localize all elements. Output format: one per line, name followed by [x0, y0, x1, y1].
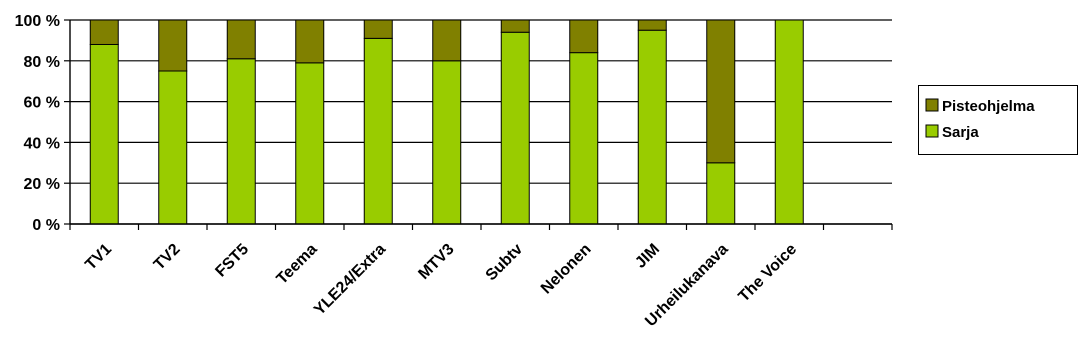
bars: [89, 19, 804, 225]
bar-segment-sarja: [500, 31, 530, 225]
x-tick-label: TV1: [82, 241, 115, 274]
x-tick-label: Nelonen: [538, 241, 595, 298]
bar-segment-pisteohjelma: [158, 19, 188, 72]
legend-label: Sarja: [942, 124, 979, 141]
bar-segment-pisteohjelma: [226, 19, 256, 60]
bar-segment-pisteohjelma: [500, 19, 530, 33]
y-tick-label: 100 %: [15, 13, 60, 30]
y-tick-label: 0 %: [32, 217, 60, 234]
legend-label: Pisteohjelma: [942, 98, 1035, 115]
bar-segment-sarja: [706, 162, 736, 225]
bar-segment-sarja: [637, 29, 667, 225]
bar-segment-pisteohjelma: [637, 19, 667, 31]
y-tick-label: 80 %: [24, 54, 60, 71]
bar-segment-pisteohjelma: [363, 19, 393, 39]
bar-segment-pisteohjelma: [706, 19, 736, 164]
bar-segment-pisteohjelma: [432, 19, 462, 62]
bar-segment-sarja: [774, 19, 804, 225]
legend-box: [918, 85, 1078, 155]
y-tick-label: 40 %: [24, 135, 60, 152]
x-tick-label: The Voice: [735, 241, 800, 306]
legend-swatch: [925, 124, 939, 138]
x-tick-label: TV2: [151, 241, 184, 274]
bar-segment-sarja: [432, 60, 462, 225]
x-tick-label: MTV3: [415, 241, 457, 283]
x-tick-label: FST5: [212, 241, 252, 281]
bar-segment-sarja: [158, 70, 188, 225]
gridlines: [70, 19, 892, 225]
bar-segment-sarja: [226, 58, 256, 225]
x-tick-label: JIM: [632, 241, 663, 272]
x-tick-label: Teema: [274, 241, 321, 288]
x-tick-label: YLE24/Extra: [311, 241, 389, 319]
bar-segment-pisteohjelma: [569, 19, 599, 54]
y-tick-label: 60 %: [24, 95, 60, 112]
x-tick-label: Subtv: [483, 241, 527, 285]
y-tick-labels: 0 % 20 % 40 % 60 % 80 % 100 %: [15, 13, 60, 234]
bar-segment-pisteohjelma: [89, 19, 119, 45]
legend-swatch: [925, 98, 939, 112]
legend: Pisteohjelma Sarja: [918, 85, 1078, 155]
y-tick-label: 20 %: [24, 176, 60, 193]
bar-segment-sarja: [569, 52, 599, 225]
bar-segment-sarja: [295, 62, 325, 225]
axes: [64, 19, 893, 230]
bar-segment-sarja: [363, 37, 393, 225]
bar-segment-pisteohjelma: [295, 19, 325, 64]
bar-segment-sarja: [89, 43, 119, 225]
